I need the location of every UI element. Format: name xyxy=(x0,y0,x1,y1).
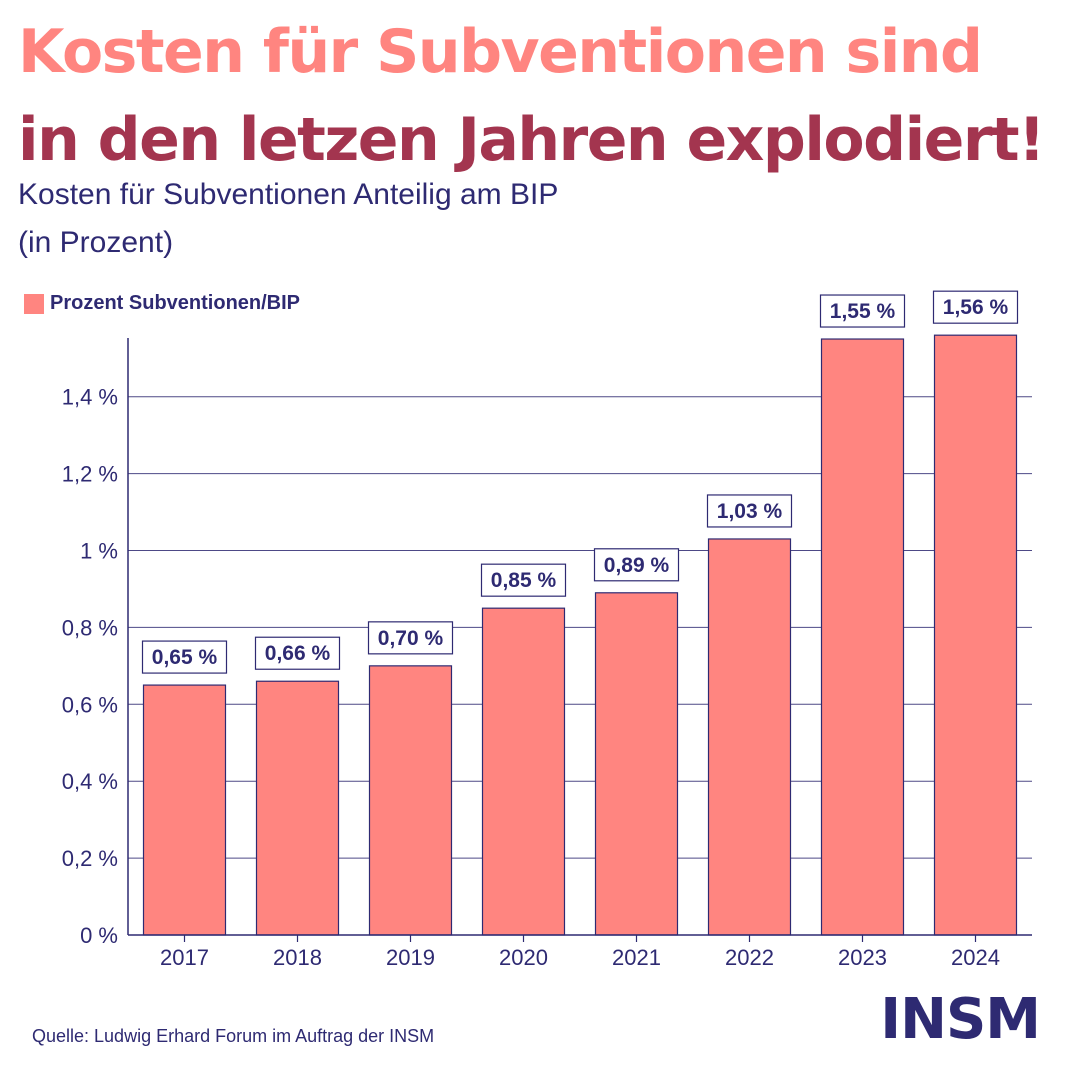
data-label-box xyxy=(367,621,454,655)
y-tick-label: 0,6 % xyxy=(62,692,118,717)
data-label-box xyxy=(141,640,228,674)
x-tick-label: 2022 xyxy=(725,945,774,970)
headline-line-1: Kosten für Subventionen sind xyxy=(18,17,983,87)
data-label: 1,55 % xyxy=(830,300,896,323)
bar xyxy=(707,538,792,936)
y-tick-label: 1 % xyxy=(80,539,118,564)
chart-subtitle: Kosten für Subventionen Anteilig am BIP xyxy=(18,178,559,211)
y-tick-label: 1,4 % xyxy=(62,385,118,410)
data-label-box xyxy=(480,563,567,597)
bar xyxy=(481,607,566,936)
legend-swatch xyxy=(24,293,44,314)
chart-subtitle-unit: (in Prozent) xyxy=(18,226,174,259)
data-label-box xyxy=(254,636,341,670)
data-label-box xyxy=(706,494,793,528)
y-tick-label: 0,4 % xyxy=(62,769,118,794)
headline-line-2: in den letzen Jahren explodiert! xyxy=(18,105,1045,175)
y-tick-label: 0,8 % xyxy=(62,615,118,640)
bar xyxy=(142,684,227,936)
data-label: 0,65 % xyxy=(152,646,218,669)
insm-logo: INSM xyxy=(880,987,1041,1052)
x-tick-label: 2020 xyxy=(499,945,548,970)
y-tick-label: 0 % xyxy=(80,923,118,948)
data-label-box xyxy=(819,294,906,328)
data-label: 0,66 % xyxy=(265,642,331,665)
bar xyxy=(820,338,905,936)
bar xyxy=(933,334,1018,936)
bar xyxy=(594,592,679,936)
x-tick-label: 2017 xyxy=(160,945,209,970)
data-label: 0,70 % xyxy=(378,627,444,650)
data-label: 0,89 % xyxy=(604,554,670,577)
bar-chart: 0 % 0,2 % 0,4 % 0,6 % 0,8 % 1 % 1,2 % 1,4 % 0,65… xyxy=(62,290,1032,970)
data-label: 1,56 % xyxy=(943,296,1009,319)
data-label: 0,85 % xyxy=(491,569,557,592)
data-label-box xyxy=(593,548,680,582)
data-label: 1,03 % xyxy=(717,500,783,523)
x-tick-label: 2024 xyxy=(951,945,1000,970)
x-tick-label: 2021 xyxy=(612,945,661,970)
source-note: Quelle: Ludwig Erhard Forum im Auftrag d… xyxy=(32,1026,435,1046)
legend-label: Prozent Subventionen/BIP xyxy=(50,292,301,314)
x-tick-label: 2019 xyxy=(386,945,435,970)
chart-legend: Prozent Subventionen/BIP xyxy=(24,292,300,315)
bar xyxy=(255,680,340,936)
x-tick-label: 2018 xyxy=(273,945,322,970)
y-tick-label: 0,2 % xyxy=(62,846,118,871)
y-tick-label: 1,2 % xyxy=(62,462,118,487)
x-tick-label: 2023 xyxy=(838,945,887,970)
data-label-box xyxy=(932,290,1019,324)
bar xyxy=(368,665,453,936)
